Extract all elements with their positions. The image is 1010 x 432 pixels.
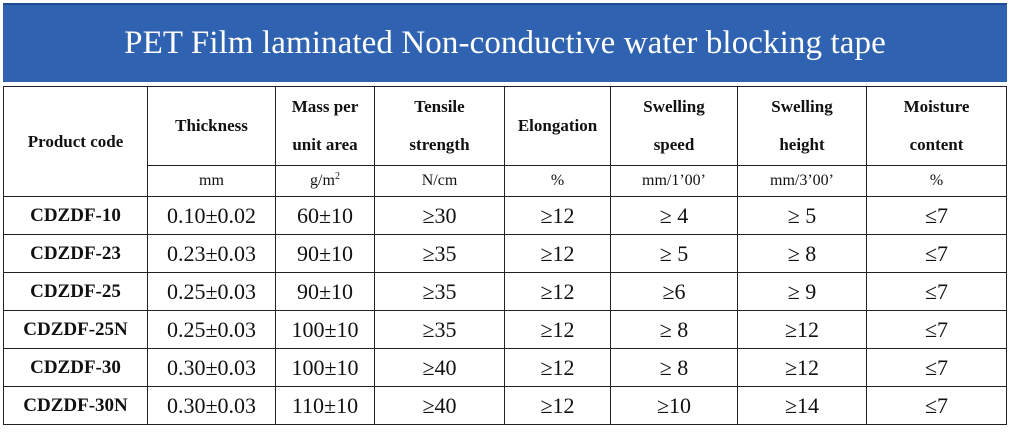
cell-height: ≥12 — [737, 348, 867, 387]
cell-code: CDZDF-10 — [3, 196, 148, 235]
cell-mass: 60±10 — [275, 196, 375, 235]
cell-speed: ≥ 4 — [610, 196, 738, 235]
cell-speed: ≥ 5 — [610, 234, 738, 273]
header-row: Product code Thickness Mass per unit area… — [3, 86, 1007, 197]
spec-table: Product code Thickness Mass per unit area… — [3, 86, 1007, 425]
cell-code: CDZDF-23 — [3, 234, 148, 273]
cell-mass: 90±10 — [275, 272, 375, 311]
cell-mass: 100±10 — [275, 310, 375, 349]
header-thickness: Thickness — [147, 86, 276, 166]
cell-mass: 90±10 — [275, 234, 375, 273]
cell-code: CDZDF-30 — [3, 348, 148, 387]
cell-speed: ≥6 — [610, 272, 738, 311]
cell-height: ≥ 9 — [737, 272, 867, 311]
cell-elongation: ≥12 — [504, 234, 611, 273]
cell-code: CDZDF-25 — [3, 272, 148, 311]
cell-thickness: 0.30±0.03 — [147, 348, 276, 387]
cell-mass: 100±10 — [275, 348, 375, 387]
cell-moisture: ≤7 — [866, 272, 1007, 311]
cell-elongation: ≥12 — [504, 272, 611, 311]
header-swelling-height: Swelling height — [737, 86, 867, 166]
table-row: CDZDF-30N 0.30±0.03 110±10 ≥40 ≥12 ≥10 ≥14 ≤7 — [3, 386, 1007, 425]
unit-tensile: N/cm — [374, 165, 505, 197]
cell-elongation: ≥12 — [504, 310, 611, 349]
cell-tensile: ≥40 — [374, 386, 505, 425]
header-swelling-speed: Swelling speed — [610, 86, 738, 166]
cell-thickness: 0.25±0.03 — [147, 272, 276, 311]
cell-code: CDZDF-25N — [3, 310, 148, 349]
cell-elongation: ≥12 — [504, 196, 611, 235]
cell-mass: 110±10 — [275, 386, 375, 425]
cell-moisture: ≤7 — [866, 386, 1007, 425]
units-row: mm g/m2 N/cm % mm/1’00’ mm/3’00’ % — [4, 165, 1007, 197]
table-row: CDZDF-30 0.30±0.03 100±10 ≥40 ≥12 ≥ 8 ≥12 ≤7 — [3, 348, 1007, 387]
cell-elongation: ≥12 — [504, 386, 611, 425]
cell-code: CDZDF-30N — [3, 386, 148, 425]
unit-elongation: % — [504, 165, 611, 197]
cell-thickness: 0.10±0.02 — [147, 196, 276, 235]
cell-elongation: ≥12 — [504, 348, 611, 387]
cell-thickness: 0.25±0.03 — [147, 310, 276, 349]
unit-moisture: % — [866, 165, 1007, 197]
cell-moisture: ≤7 — [866, 196, 1007, 235]
table-row: CDZDF-23 0.23±0.03 90±10 ≥35 ≥12 ≥ 5 ≥ 8 ≤7 — [3, 234, 1007, 273]
cell-speed: ≥10 — [610, 386, 738, 425]
cell-tensile: ≥30 — [374, 196, 505, 235]
cell-tensile: ≥35 — [374, 272, 505, 311]
cell-moisture: ≤7 — [866, 348, 1007, 387]
cell-height: ≥ 8 — [737, 234, 867, 273]
data-body: CDZDF-10 0.10±0.02 60±10 ≥30 ≥12 ≥ 4 ≥ 5 ≤7 CDZD… — [3, 196, 1007, 425]
cell-tensile: ≥40 — [374, 348, 505, 387]
header-elongation: Elongation — [504, 86, 611, 166]
cell-thickness: 0.30±0.03 — [147, 386, 276, 425]
table-row: CDZDF-25N 0.25±0.03 100±10 ≥35 ≥12 ≥ 8 ≥12 ≤7 — [3, 310, 1007, 349]
cell-speed: ≥ 8 — [610, 310, 738, 349]
header-product-code: Product code — [3, 86, 148, 197]
cell-moisture: ≤7 — [866, 310, 1007, 349]
cell-thickness: 0.23±0.03 — [147, 234, 276, 273]
unit-thickness: mm — [147, 165, 276, 197]
cell-moisture: ≤7 — [866, 234, 1007, 273]
unit-swelling-speed: mm/1’00’ — [610, 165, 738, 197]
table-title-banner: PET Film laminated Non-conductive water … — [3, 3, 1007, 82]
cell-height: ≥12 — [737, 310, 867, 349]
table-row: CDZDF-25 0.25±0.03 90±10 ≥35 ≥12 ≥6 ≥ 9 ≤7 — [3, 272, 1007, 311]
table-row: CDZDF-10 0.10±0.02 60±10 ≥30 ≥12 ≥ 4 ≥ 5 ≤7 — [3, 196, 1007, 235]
cell-tensile: ≥35 — [374, 234, 505, 273]
cell-height: ≥14 — [737, 386, 867, 425]
cell-speed: ≥ 8 — [610, 348, 738, 387]
unit-mass: g/m2 — [275, 165, 375, 197]
cell-tensile: ≥35 — [374, 310, 505, 349]
header-mass: Mass per unit area — [275, 86, 375, 166]
cell-height: ≥ 5 — [737, 196, 867, 235]
unit-swelling-height: mm/3’00’ — [737, 165, 867, 197]
table-title: PET Film laminated Non-conductive water … — [124, 25, 886, 61]
header-tensile: Tensile strength — [374, 86, 505, 166]
header-moisture: Moisture content — [866, 86, 1007, 166]
